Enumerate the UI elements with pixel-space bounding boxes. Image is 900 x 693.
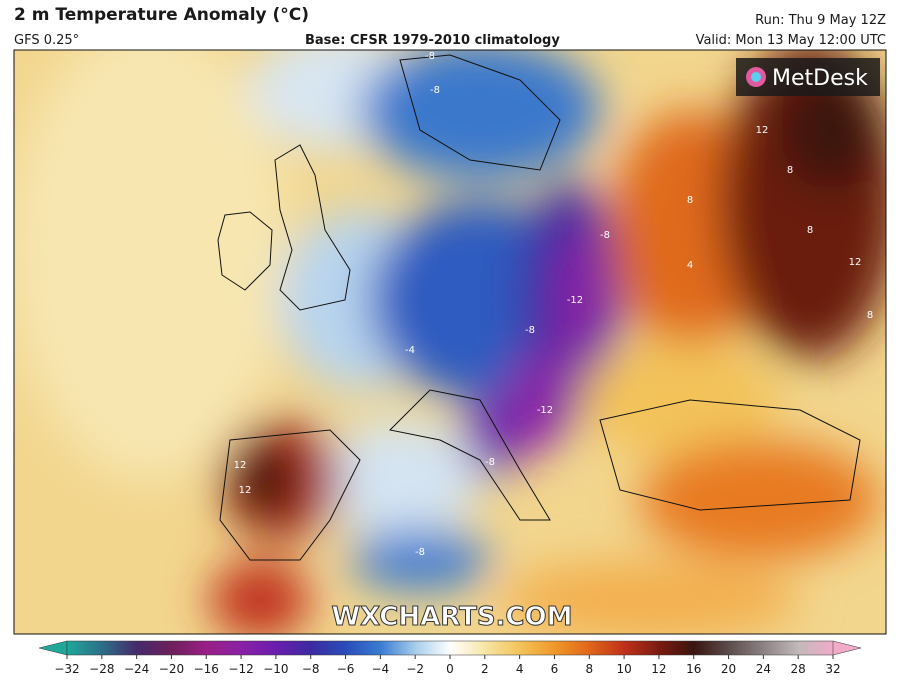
contour-label: 8 bbox=[687, 195, 693, 206]
colorbar-segment bbox=[206, 641, 242, 655]
colorbar-segment bbox=[275, 641, 312, 655]
colorbar: −32 −28 −24 −20 −16 −12 −10 −8 −6 −4 −2 0 2 4 6 8 10 12 16… bbox=[38, 640, 862, 676]
model: GFS 0.25° bbox=[14, 33, 79, 48]
contour-label: 12 bbox=[756, 125, 769, 136]
contour-label: -8 bbox=[600, 230, 610, 241]
coastlines bbox=[217, 54, 861, 561]
base-note: Base: CFSR 1979-2010 climatology bbox=[305, 33, 560, 48]
colorbar-tick-label: −4 bbox=[372, 662, 390, 676]
colorbar-segment bbox=[415, 641, 451, 655]
contour-label: 8 bbox=[867, 310, 873, 321]
colorbar-tick-label: 0 bbox=[446, 662, 454, 676]
colorbar-segment bbox=[728, 641, 764, 655]
colorbar-segment bbox=[589, 641, 625, 655]
colorbar-tick-label: 6 bbox=[551, 662, 559, 676]
title: 2 m Temperature Anomaly (°C) bbox=[14, 5, 309, 25]
colorbar-frame bbox=[66, 640, 834, 656]
colorbar-segment bbox=[450, 641, 486, 655]
colorbar-segment bbox=[380, 641, 416, 655]
colorbar-tick-label: 2 bbox=[481, 662, 489, 676]
contour-label: 12 bbox=[239, 485, 252, 496]
run-time: Run: Thu 9 May 12Z bbox=[755, 13, 886, 28]
colorbar-tick-label: −20 bbox=[159, 662, 184, 676]
colorbar-tick-label: −32 bbox=[54, 662, 79, 676]
colorbar-tick-label: −2 bbox=[406, 662, 424, 676]
contour-label: 8 bbox=[787, 165, 793, 176]
contour-label: 12 bbox=[234, 460, 247, 471]
colorbar-segment bbox=[241, 641, 277, 655]
colorbar-tick-label: 12 bbox=[651, 662, 666, 676]
colorbar-segment bbox=[554, 641, 590, 655]
colorbar-tick-label: −6 bbox=[337, 662, 355, 676]
colorbar-segment bbox=[763, 641, 799, 655]
colorbar-segment bbox=[101, 641, 138, 655]
colorbar-tick-label: 32 bbox=[825, 662, 840, 676]
colorbar-segment bbox=[67, 641, 103, 655]
colorbar-tick-label: 20 bbox=[721, 662, 736, 676]
contour-label: -8 bbox=[430, 85, 440, 96]
colorbar-tick-label: 16 bbox=[686, 662, 701, 676]
logo-box: MetDesk bbox=[736, 58, 880, 96]
colorbar-tick-label: −10 bbox=[263, 662, 288, 676]
colorbar-tick-label: 28 bbox=[791, 662, 806, 676]
colorbar-segment bbox=[658, 641, 695, 655]
contour-label: 8 bbox=[807, 225, 813, 236]
watermark: WXCHARTS.COM bbox=[331, 602, 572, 632]
contour-label: -8 bbox=[415, 547, 425, 558]
colorbar-segment bbox=[798, 641, 834, 655]
colorbar-tick-label: 4 bbox=[516, 662, 524, 676]
colorbar-segment bbox=[624, 641, 660, 655]
contour-label: -12 bbox=[537, 405, 553, 416]
contour-label: -8 bbox=[525, 325, 535, 336]
contour-labels: -8 -8 -8 -12 -12 -8 -8 -4 12 12 8 8 12 8 12 -8 8 4 bbox=[234, 51, 874, 558]
colorbar-segment bbox=[484, 641, 521, 655]
colorbar-tick-label: 10 bbox=[616, 662, 631, 676]
colorbar-tick-label: 8 bbox=[585, 662, 593, 676]
colorbar-tick-label: −16 bbox=[194, 662, 219, 676]
colorbar-segment bbox=[693, 641, 730, 655]
valid-time: Valid: Mon 13 May 12:00 UTC bbox=[696, 33, 886, 48]
contour-label: -8 bbox=[425, 51, 435, 62]
contour-label: -8 bbox=[485, 457, 495, 468]
colorbar-tick-label: 24 bbox=[756, 662, 771, 676]
colorbar-segment bbox=[519, 641, 555, 655]
colorbar-segment bbox=[310, 641, 347, 655]
colorbar-segment bbox=[171, 641, 207, 655]
logo: MetDesk bbox=[772, 66, 868, 91]
map-frame bbox=[13, 49, 887, 635]
map: -8 -8 -8 -12 -12 -8 -8 -4 12 12 8 8 12 8 12 -8 8 4 bbox=[14, 50, 886, 634]
colorbar-end bbox=[38, 640, 68, 656]
colorbar-segment bbox=[345, 641, 381, 655]
contour-label: -12 bbox=[567, 295, 583, 306]
contour-label: 4 bbox=[687, 260, 693, 271]
contour-label: -4 bbox=[405, 345, 415, 356]
contour-label: 12 bbox=[849, 257, 862, 268]
colorbar-tick-label: −12 bbox=[228, 662, 253, 676]
colorbar-tick-label: −8 bbox=[302, 662, 320, 676]
colorbar-end bbox=[832, 640, 862, 656]
colorbar-tick-label: −28 bbox=[89, 662, 114, 676]
colorbar-tick-label: −24 bbox=[124, 662, 149, 676]
colorbar-segment bbox=[136, 641, 172, 655]
